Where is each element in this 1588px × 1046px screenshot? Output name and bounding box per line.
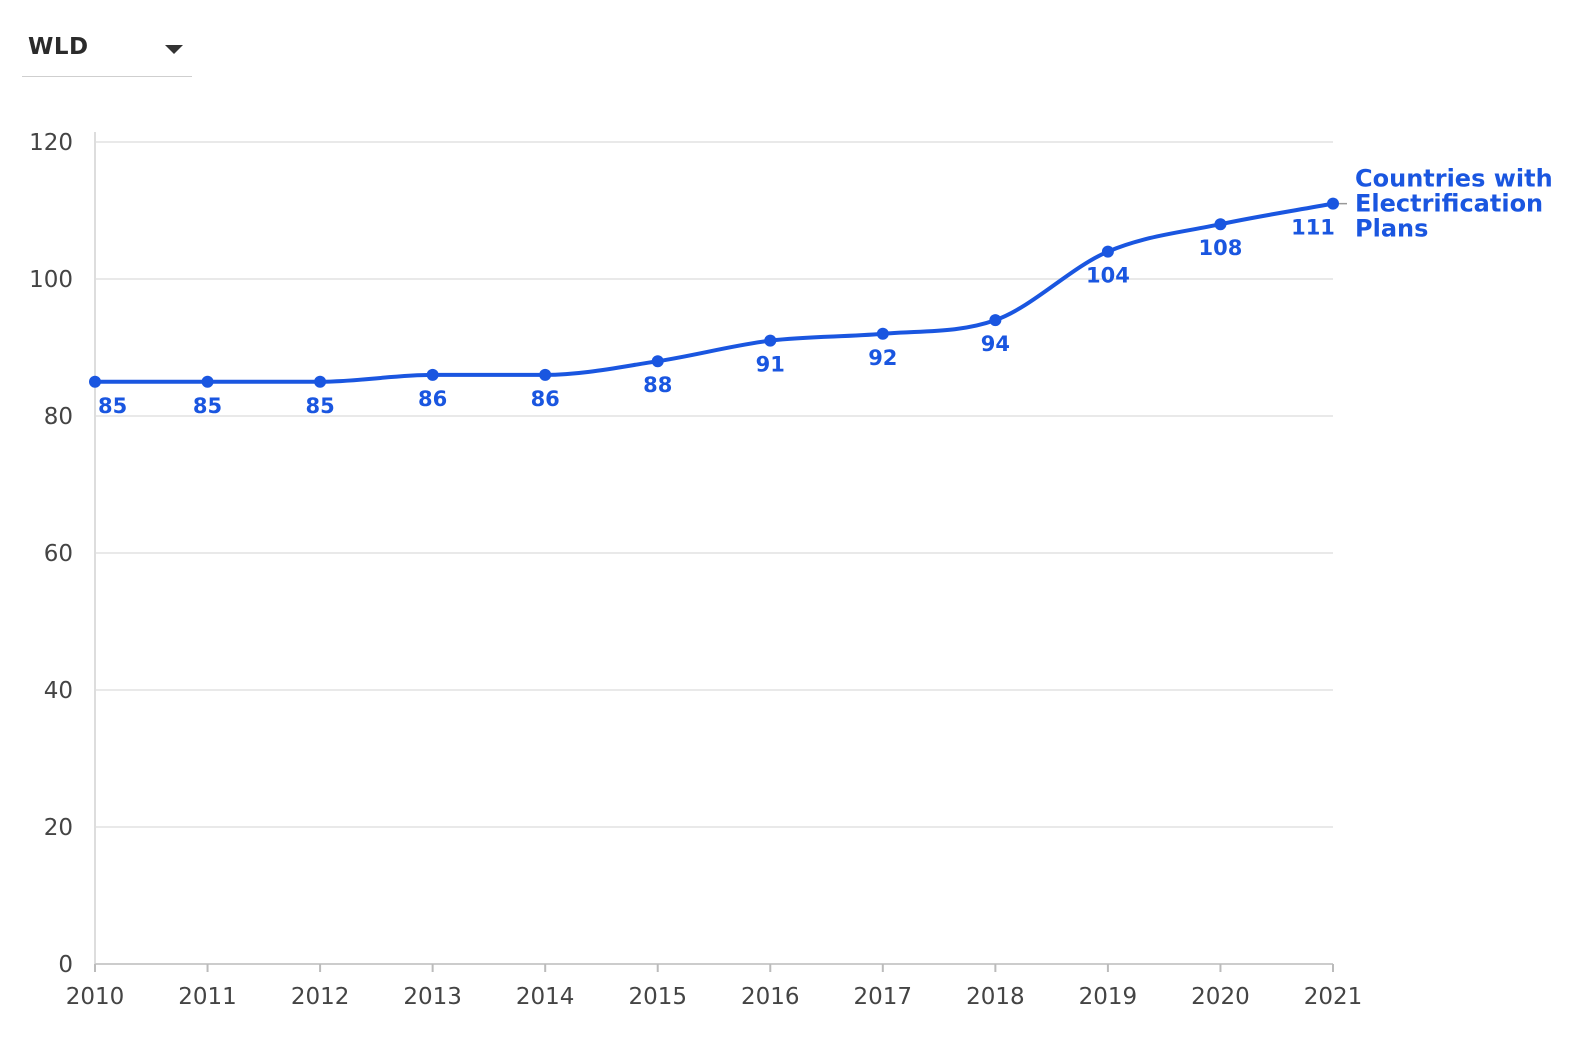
- y-tick-label: 40: [44, 678, 73, 704]
- data-point[interactable]: [201, 375, 214, 388]
- data-label: 85: [305, 394, 334, 418]
- axes: 0 20 40 60 80 100 120 2010 2011 2012 2013 2014 2015 2…: [29, 130, 1362, 1010]
- series-line: [93, 201, 1335, 384]
- data-label: 91: [756, 353, 785, 377]
- data-point[interactable]: [314, 375, 327, 388]
- data-label: 92: [868, 346, 897, 370]
- data-point[interactable]: [89, 375, 101, 388]
- data-point[interactable]: [651, 355, 664, 368]
- x-tick-label: 2011: [178, 984, 237, 1010]
- data-point[interactable]: [426, 368, 439, 381]
- x-tick-label: 2015: [628, 984, 687, 1010]
- x-tick-label: 2010: [66, 984, 125, 1010]
- series-name-label: Plans: [1355, 215, 1428, 243]
- series-name-label: Countries with: [1355, 165, 1553, 193]
- data-point[interactable]: [764, 334, 777, 347]
- country-selector-dropdown[interactable]: WLD: [22, 26, 192, 77]
- x-tick-label: 2020: [1191, 984, 1250, 1010]
- data-point[interactable]: [1327, 197, 1339, 210]
- series-layer: [89, 197, 1339, 388]
- x-tick-label: 2018: [966, 984, 1025, 1010]
- country-selector-value: WLD: [28, 34, 89, 60]
- y-tick-label: 120: [29, 130, 73, 156]
- y-tick-label: 100: [29, 267, 73, 293]
- labels-layer: 85 85 85 86 86 88 91 92 94 104 108 111 Countries wit…: [98, 165, 1553, 418]
- y-tick-label: 0: [58, 952, 73, 978]
- data-label: 108: [1199, 236, 1243, 260]
- data-point[interactable]: [539, 368, 552, 381]
- data-label: 86: [531, 387, 560, 411]
- x-tick-label: 2021: [1304, 984, 1363, 1010]
- chevron-down-icon[interactable]: [165, 45, 183, 54]
- data-label: 85: [193, 394, 222, 418]
- data-label: 94: [981, 332, 1010, 356]
- data-label: 88: [643, 373, 672, 397]
- y-tick-label: 60: [44, 541, 73, 567]
- data-label: 111: [1291, 216, 1335, 240]
- data-label: 85: [98, 394, 127, 418]
- x-tick-label: 2013: [403, 984, 462, 1010]
- data-label: 86: [418, 387, 447, 411]
- x-tick-label: 2017: [854, 984, 913, 1010]
- x-tick-label: 2012: [291, 984, 350, 1010]
- x-tick-label: 2014: [516, 984, 575, 1010]
- data-label: 104: [1086, 264, 1130, 288]
- x-tick-label: 2019: [1079, 984, 1138, 1010]
- y-tick-label: 80: [44, 404, 73, 430]
- x-tick-label: 2016: [741, 984, 800, 1010]
- data-point[interactable]: [876, 327, 889, 340]
- data-point[interactable]: [1214, 218, 1227, 231]
- series-name-label: Electrification: [1355, 190, 1543, 218]
- y-tick-label: 20: [44, 815, 73, 841]
- data-point[interactable]: [989, 314, 1002, 327]
- data-point[interactable]: [1101, 245, 1114, 258]
- grid-lines: [95, 141, 1333, 828]
